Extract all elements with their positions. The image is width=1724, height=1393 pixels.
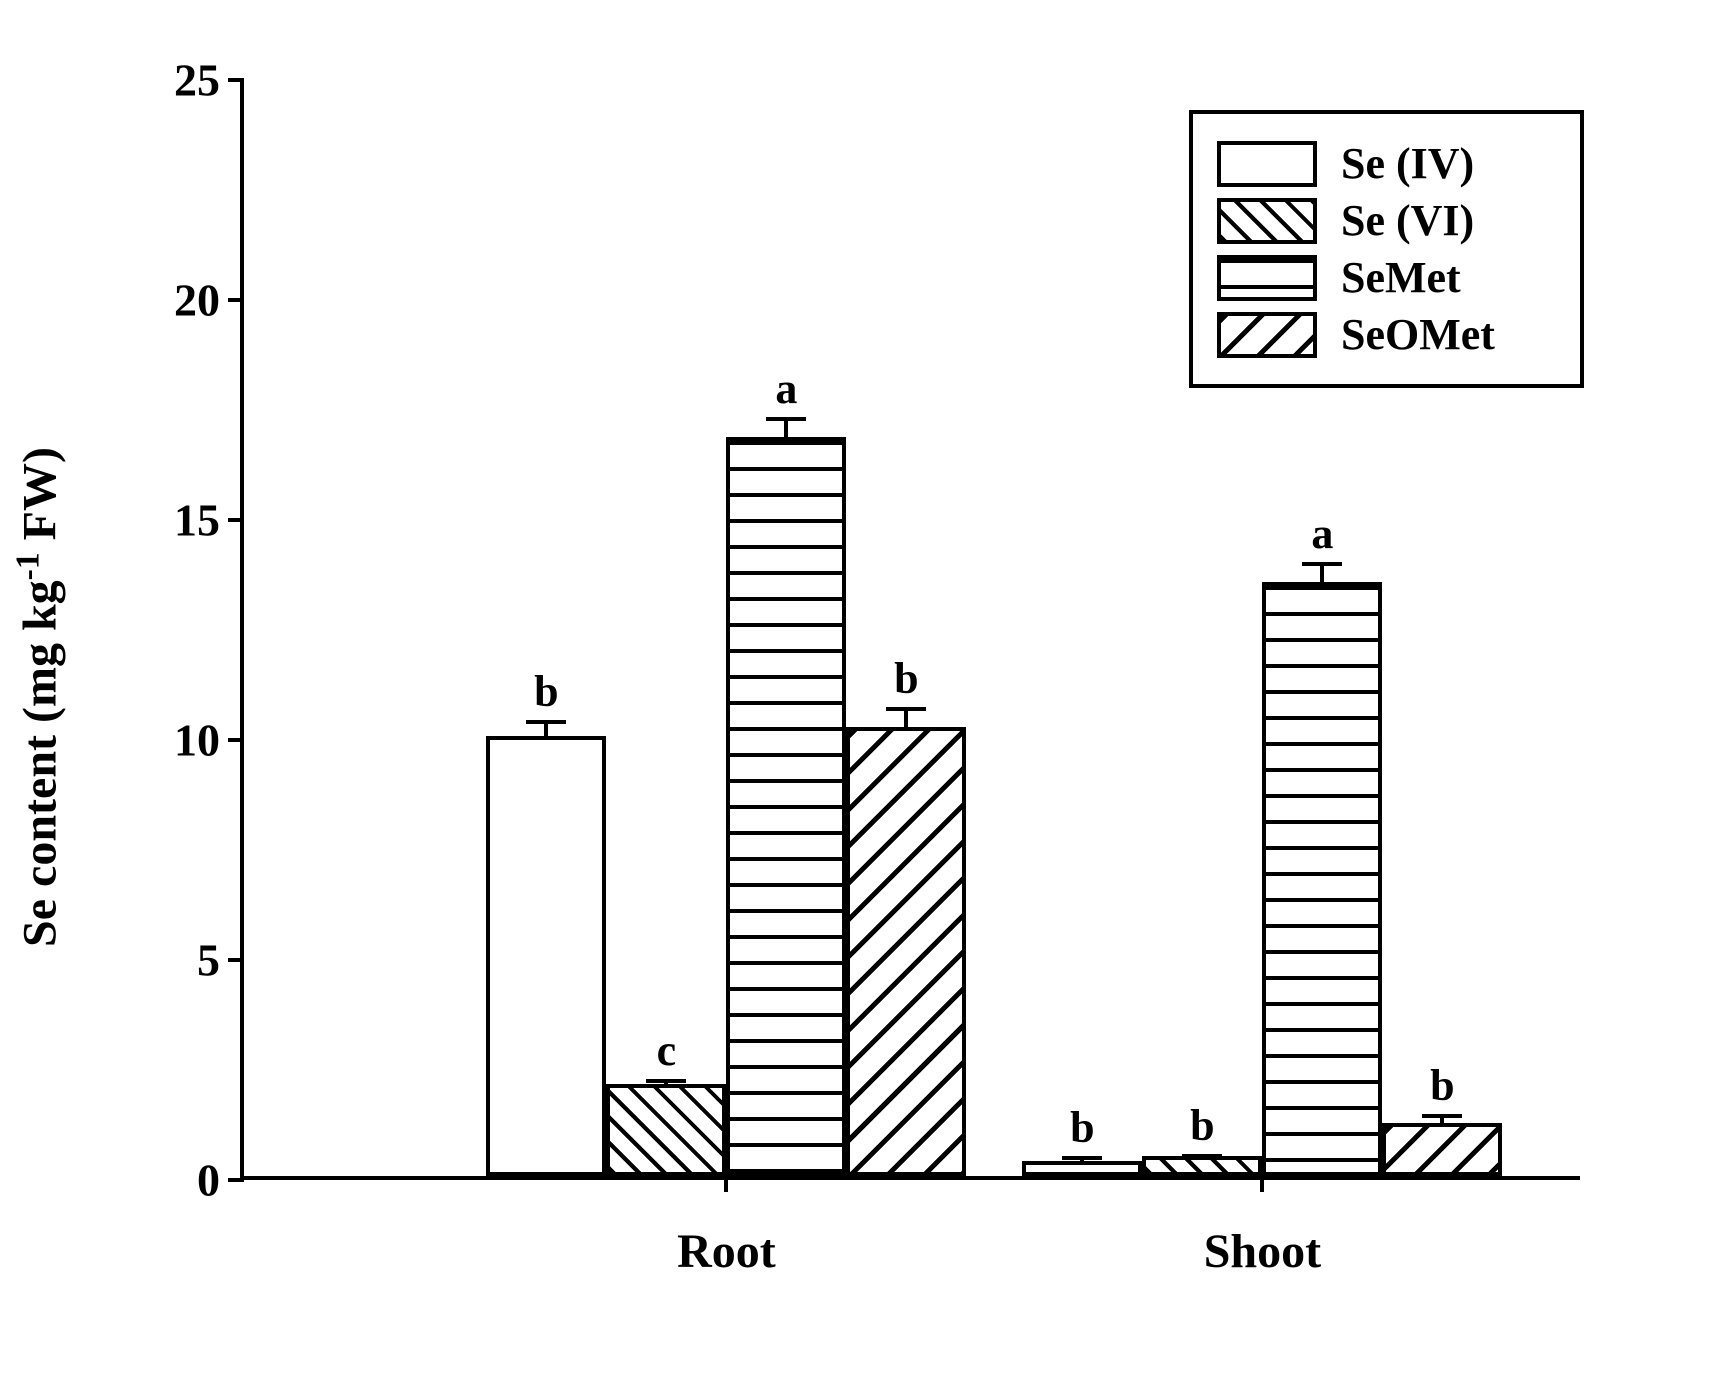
- se-content-bar-chart: Se content (mg kg-1 FW) 0510152025Rootbc…: [80, 60, 1644, 1333]
- significance-label: b: [894, 653, 918, 704]
- legend-label: Se (IV): [1341, 138, 1474, 189]
- error-bar-cap: [1302, 562, 1342, 566]
- y-tick-label: 25: [174, 54, 220, 107]
- y-tick-label: 20: [174, 274, 220, 327]
- x-category-label: Root: [677, 1224, 776, 1279]
- y-tick: [228, 518, 244, 522]
- legend-swatch: [1217, 198, 1317, 244]
- y-axis-label-text: Se content (mg kg-1 FW): [14, 447, 67, 947]
- error-bar-cap: [886, 707, 926, 711]
- y-tick: [228, 298, 244, 302]
- legend-item: SeMet: [1217, 252, 1556, 303]
- significance-label: c: [657, 1025, 677, 1076]
- x-category-label: Shoot: [1204, 1224, 1321, 1279]
- x-tick: [724, 1176, 728, 1192]
- significance-label: a: [775, 363, 797, 414]
- bar: [846, 727, 966, 1176]
- significance-label: b: [1430, 1060, 1454, 1111]
- legend-item: Se (IV): [1217, 138, 1556, 189]
- plot-area: 0510152025RootbcabShootbbabSe (IV)Se (VI…: [240, 80, 1580, 1180]
- error-bar-cap: [766, 417, 806, 421]
- bar: [1262, 582, 1382, 1176]
- error-bar: [1320, 564, 1324, 586]
- significance-label: b: [1190, 1100, 1214, 1151]
- significance-label: b: [1070, 1102, 1094, 1153]
- y-tick-label: 10: [174, 714, 220, 767]
- error-bar-cap: [1062, 1156, 1102, 1160]
- bar: [726, 437, 846, 1176]
- legend: Se (IV) Se (VI) SeMet SeOMet: [1189, 110, 1584, 388]
- legend-swatch: [1217, 312, 1317, 358]
- significance-label: a: [1311, 508, 1333, 559]
- significance-label: b: [534, 666, 558, 717]
- legend-label: Se (VI): [1341, 195, 1474, 246]
- y-tick-label: 15: [174, 494, 220, 547]
- error-bar-cap: [646, 1079, 686, 1083]
- y-tick: [228, 78, 244, 82]
- bar: [606, 1084, 726, 1176]
- y-tick: [228, 958, 244, 962]
- y-axis-label: Se content (mg kg-1 FW): [13, 447, 68, 947]
- y-tick: [228, 738, 244, 742]
- legend-item: Se (VI): [1217, 195, 1556, 246]
- y-tick: [228, 1178, 244, 1182]
- error-bar: [784, 419, 788, 441]
- bar: [1382, 1123, 1502, 1176]
- x-tick: [1260, 1176, 1264, 1192]
- error-bar-cap: [1182, 1154, 1222, 1158]
- error-bar-cap: [526, 720, 566, 724]
- legend-label: SeOMet: [1341, 309, 1495, 360]
- plot-inner: 0510152025RootbcabShootbbabSe (IV)Se (VI…: [244, 80, 1580, 1176]
- bar: [486, 736, 606, 1176]
- error-bar: [904, 709, 908, 731]
- y-tick-label: 5: [197, 934, 220, 987]
- legend-swatch: [1217, 141, 1317, 187]
- error-bar-cap: [1422, 1114, 1462, 1118]
- y-tick-label: 0: [197, 1154, 220, 1207]
- legend-swatch: [1217, 255, 1317, 301]
- legend-label: SeMet: [1341, 252, 1461, 303]
- error-bar: [544, 722, 548, 740]
- legend-item: SeOMet: [1217, 309, 1556, 360]
